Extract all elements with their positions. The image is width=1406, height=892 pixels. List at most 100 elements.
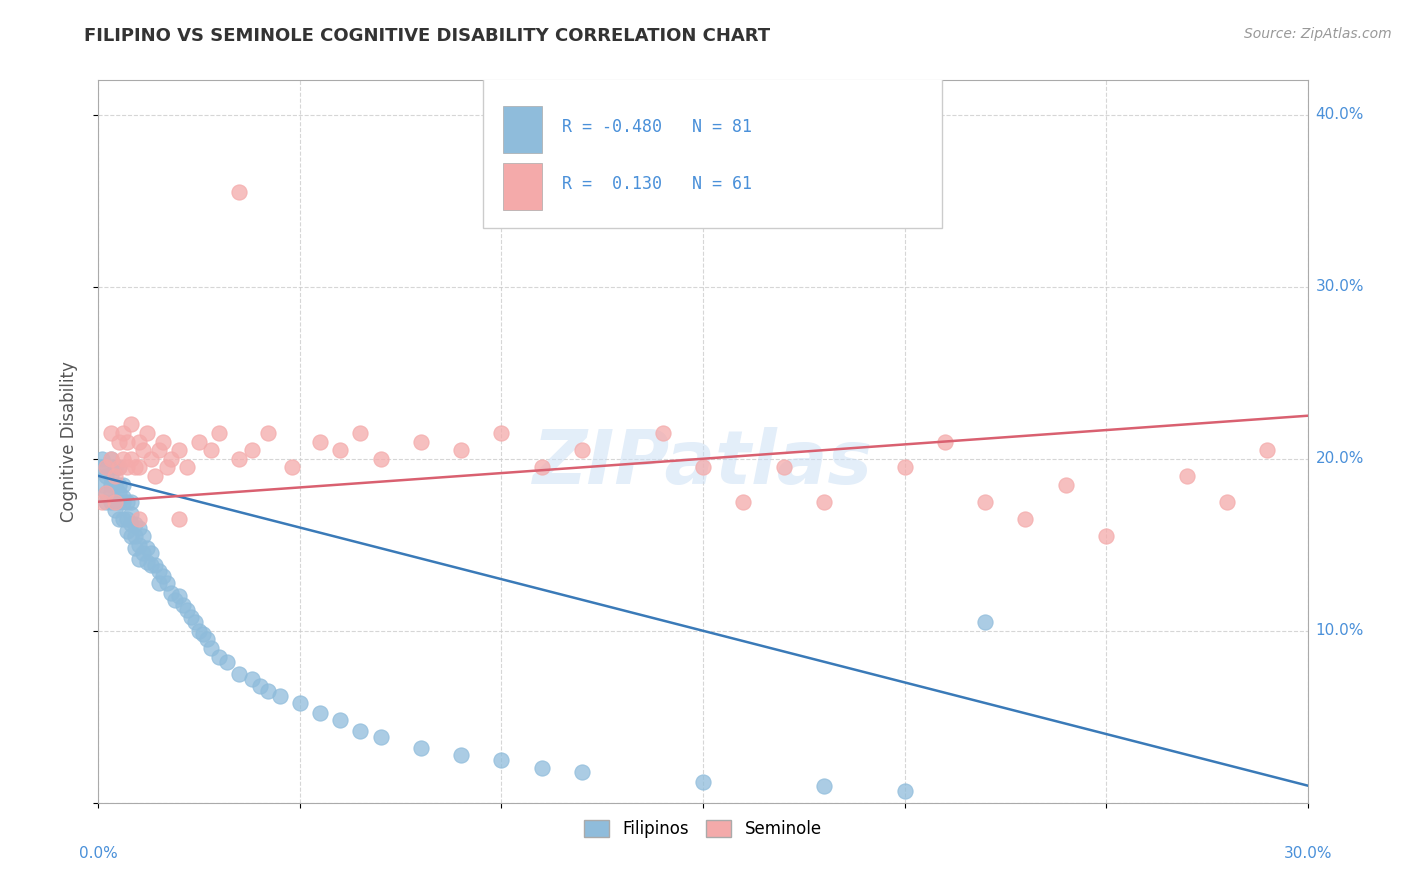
Point [132,546,155,560]
Point [107,460,129,475]
Point [91,494,114,508]
Point [91,451,114,466]
Point [103,494,125,508]
Point [450,443,472,458]
Point [120,507,142,521]
Point [491,753,513,767]
Point [176,603,198,617]
Point [172,598,194,612]
Point [156,575,179,590]
Point [103,503,125,517]
Point [135,425,157,440]
Point [409,434,432,449]
Point [893,460,915,475]
Point [107,512,129,526]
Point [329,713,352,727]
Point [309,434,332,449]
Point [143,558,166,573]
Point [128,434,150,449]
Point [124,529,146,543]
Point [349,425,371,440]
Text: 0.0%: 0.0% [79,846,118,861]
Point [772,460,794,475]
Point [100,425,122,440]
Point [256,425,278,440]
Point [228,185,250,199]
Point [103,494,125,508]
Point [1216,494,1239,508]
Point [111,477,134,491]
Point [329,443,352,458]
Point [176,460,198,475]
Point [208,649,231,664]
Point [120,417,142,432]
Point [188,624,211,638]
Point [128,512,150,526]
Point [139,546,162,560]
Point [269,689,291,703]
Point [200,640,222,655]
Point [692,460,714,475]
Point [281,460,304,475]
Point [893,784,915,798]
Point [107,477,129,491]
Point [91,460,114,475]
Point [184,615,207,630]
Point [167,590,190,604]
Point [167,443,190,458]
Point [124,460,146,475]
Point [148,564,170,578]
Text: 40.0%: 40.0% [1316,107,1364,122]
Point [530,761,553,775]
Point [167,512,190,526]
Point [228,666,250,681]
Point [152,434,174,449]
Point [309,706,332,721]
FancyBboxPatch shape [503,163,543,211]
Point [115,524,138,538]
Point [128,538,150,552]
Point [124,517,146,532]
Point [1095,529,1118,543]
Point [128,520,150,534]
Point [107,494,129,508]
Point [103,460,125,475]
Point [1014,512,1036,526]
Text: 20.0%: 20.0% [1316,451,1364,467]
Point [571,764,593,779]
Point [96,460,118,475]
Point [180,610,202,624]
Point [217,655,239,669]
Point [571,443,593,458]
Point [115,512,138,526]
Point [188,434,211,449]
Point [120,529,142,543]
Point [115,434,138,449]
Legend: Filipinos, Seminole: Filipinos, Seminole [578,814,828,845]
Point [103,469,125,483]
Point [111,494,134,508]
Point [370,451,392,466]
Point [148,575,170,590]
Point [96,494,118,508]
Point [96,486,118,500]
Point [100,486,122,500]
Point [96,469,118,483]
Point [111,490,134,504]
Point [156,460,179,475]
Point [491,425,513,440]
Point [91,477,114,491]
Point [152,568,174,582]
Point [974,615,997,630]
Point [200,443,222,458]
Point [135,555,157,569]
Point [163,592,186,607]
Point [240,672,263,686]
Point [1054,477,1077,491]
Text: FILIPINO VS SEMINOLE COGNITIVE DISABILITY CORRELATION CHART: FILIPINO VS SEMINOLE COGNITIVE DISABILIT… [84,27,770,45]
FancyBboxPatch shape [503,105,543,153]
Point [96,486,118,500]
Point [1256,443,1278,458]
Point [132,443,155,458]
Point [132,529,155,543]
